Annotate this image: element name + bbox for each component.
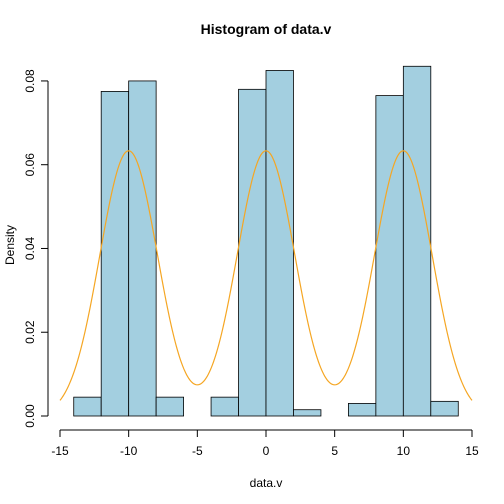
x-axis-label: data.v xyxy=(250,476,283,490)
y-tick-label: 0.04 xyxy=(23,236,37,260)
x-tick-label: -5 xyxy=(192,444,203,458)
histogram-bar-11 xyxy=(375,95,404,417)
x-tick-label: 15 xyxy=(465,444,479,458)
histogram-bar-10 xyxy=(347,403,377,417)
histogram-bar-13 xyxy=(430,400,459,417)
x-tick-label: 0 xyxy=(263,444,270,458)
bars-group xyxy=(73,65,459,417)
x-tick-label: 5 xyxy=(331,444,338,458)
y-tick-label: 0.06 xyxy=(23,153,37,177)
histogram-bar-1 xyxy=(100,91,130,417)
x-tick-label: -10 xyxy=(120,444,138,458)
y-axis-label: Density xyxy=(3,225,17,265)
x-tick-label: -15 xyxy=(51,444,69,458)
histogram-bar-6 xyxy=(238,88,267,417)
y-tick-label: 0.08 xyxy=(23,69,37,93)
density-curve xyxy=(59,150,473,401)
histogram-bar-12 xyxy=(402,65,432,417)
histogram-bar-2 xyxy=(128,80,157,417)
histogram-bar-0 xyxy=(73,396,102,417)
x-tick-label: 10 xyxy=(397,444,411,458)
curve-group xyxy=(59,150,473,401)
chart-title: Histogram of data.v xyxy=(201,21,332,37)
y-axis: 0.00 0.02 0.04 0.06 0.08 xyxy=(23,69,49,428)
histogram-bar-5 xyxy=(210,396,239,417)
histogram-bar-8 xyxy=(293,409,322,417)
y-tick-label: 0.00 xyxy=(23,404,37,428)
histogram-bar-7 xyxy=(265,70,294,417)
y-tick-label: 0.02 xyxy=(23,320,37,344)
x-axis: -15 -10 -5 0 5 10 15 xyxy=(51,429,479,458)
histogram-bar-3 xyxy=(155,396,184,417)
